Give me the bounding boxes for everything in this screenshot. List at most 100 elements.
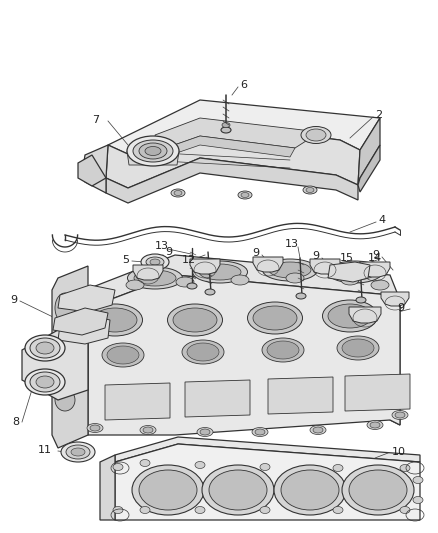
Text: 9: 9 <box>165 247 172 257</box>
Ellipse shape <box>140 425 155 434</box>
Ellipse shape <box>141 254 169 270</box>
Ellipse shape <box>348 470 406 510</box>
Polygon shape <box>159 136 294 158</box>
Ellipse shape <box>171 189 184 197</box>
Ellipse shape <box>399 464 409 472</box>
Polygon shape <box>380 292 408 306</box>
Ellipse shape <box>102 343 144 367</box>
Text: 9: 9 <box>396 303 403 313</box>
Ellipse shape <box>150 259 159 265</box>
Text: 4: 4 <box>377 215 384 225</box>
Ellipse shape <box>285 273 303 283</box>
Text: 9: 9 <box>251 248 258 258</box>
Ellipse shape <box>93 308 137 332</box>
Ellipse shape <box>240 192 248 198</box>
Ellipse shape <box>113 464 123 471</box>
Text: 12: 12 <box>182 255 196 265</box>
Ellipse shape <box>194 506 205 513</box>
Ellipse shape <box>266 341 298 359</box>
Ellipse shape <box>295 293 305 299</box>
Ellipse shape <box>66 445 90 459</box>
Ellipse shape <box>332 506 342 513</box>
Polygon shape <box>184 380 249 417</box>
Ellipse shape <box>197 427 212 437</box>
Ellipse shape <box>36 342 54 354</box>
Polygon shape <box>267 377 332 414</box>
Ellipse shape <box>127 267 182 289</box>
Polygon shape <box>359 262 389 277</box>
Text: 13: 13 <box>284 239 298 249</box>
Ellipse shape <box>182 340 223 364</box>
Ellipse shape <box>143 427 153 433</box>
Ellipse shape <box>237 191 251 199</box>
Polygon shape <box>344 374 409 411</box>
Ellipse shape <box>302 186 316 194</box>
Ellipse shape <box>192 261 247 283</box>
Ellipse shape <box>30 372 60 392</box>
Ellipse shape <box>140 506 150 513</box>
Ellipse shape <box>280 470 338 510</box>
Ellipse shape <box>90 425 100 431</box>
Text: 13: 13 <box>155 241 169 251</box>
Ellipse shape <box>205 289 215 295</box>
Text: 9: 9 <box>311 251 318 261</box>
Ellipse shape <box>327 304 371 328</box>
Polygon shape <box>106 123 359 188</box>
Polygon shape <box>348 307 380 323</box>
Ellipse shape <box>391 410 407 419</box>
Ellipse shape <box>61 442 95 462</box>
Ellipse shape <box>268 262 310 278</box>
Polygon shape <box>78 155 106 186</box>
Polygon shape <box>83 145 108 193</box>
Polygon shape <box>357 145 379 192</box>
Polygon shape <box>85 290 88 435</box>
Ellipse shape <box>220 127 230 133</box>
Polygon shape <box>155 118 319 150</box>
Ellipse shape <box>25 369 65 395</box>
Polygon shape <box>389 295 399 425</box>
Text: 2: 2 <box>374 110 381 120</box>
Text: 5: 5 <box>122 255 129 265</box>
Polygon shape <box>327 262 369 282</box>
Polygon shape <box>85 255 399 308</box>
Ellipse shape <box>262 259 317 281</box>
Polygon shape <box>115 437 419 462</box>
Ellipse shape <box>194 462 205 469</box>
Polygon shape <box>52 266 88 448</box>
Text: 6: 6 <box>240 80 247 90</box>
Ellipse shape <box>208 470 266 510</box>
Polygon shape <box>252 257 283 272</box>
Ellipse shape <box>273 465 345 515</box>
Ellipse shape <box>55 389 75 411</box>
Polygon shape <box>133 265 162 280</box>
Ellipse shape <box>369 422 379 428</box>
Polygon shape <box>105 383 170 420</box>
Ellipse shape <box>259 506 269 513</box>
Ellipse shape <box>187 283 197 289</box>
Ellipse shape <box>25 335 65 361</box>
Ellipse shape <box>333 264 375 280</box>
Ellipse shape <box>341 339 373 357</box>
Ellipse shape <box>71 448 85 456</box>
Ellipse shape <box>176 277 194 287</box>
Ellipse shape <box>300 126 330 143</box>
Polygon shape <box>106 158 357 203</box>
Ellipse shape <box>127 136 179 166</box>
Ellipse shape <box>309 425 325 434</box>
Ellipse shape <box>394 412 404 418</box>
Ellipse shape <box>230 275 248 285</box>
Polygon shape <box>100 455 115 520</box>
Ellipse shape <box>198 264 240 280</box>
Text: 11: 11 <box>38 445 52 455</box>
Polygon shape <box>58 285 115 312</box>
Text: 10: 10 <box>391 447 405 457</box>
Text: 14: 14 <box>367 253 381 263</box>
Ellipse shape <box>355 297 365 303</box>
Polygon shape <box>190 259 219 274</box>
Ellipse shape <box>87 424 103 432</box>
Ellipse shape <box>201 465 273 515</box>
Ellipse shape <box>247 302 302 334</box>
Ellipse shape <box>134 270 176 286</box>
Polygon shape <box>309 259 339 274</box>
Ellipse shape <box>412 497 422 504</box>
